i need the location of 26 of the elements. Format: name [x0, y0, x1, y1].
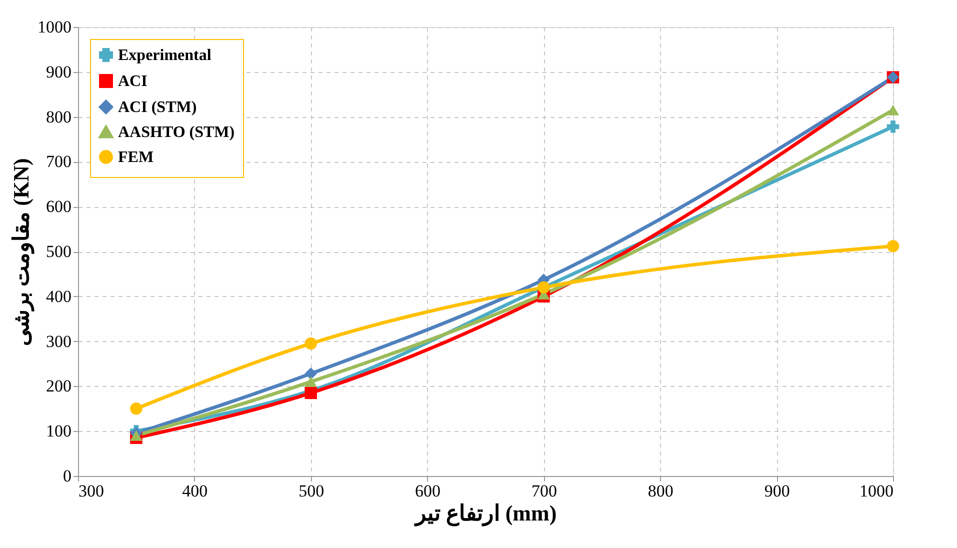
x-tick-label: 400 — [182, 482, 208, 500]
y-tick-label: 0 — [63, 466, 72, 486]
y-tick-label: 400 — [46, 286, 72, 306]
x-tick-label: 700 — [531, 482, 557, 500]
y-tick-label: 600 — [46, 197, 72, 216]
y-tick-label: 100 — [46, 422, 72, 441]
legend-label: Experimental — [118, 47, 212, 64]
y-tick-label: 200 — [46, 376, 72, 396]
x-tick-label: 900 — [764, 482, 790, 500]
x-tick-label: 300 — [78, 482, 104, 500]
x-tick-label: 1000 — [860, 482, 894, 500]
y-tick-label: 900 — [46, 62, 72, 82]
x-axis-title: ارتفاع تیر (mm) — [413, 500, 557, 526]
y-axis-title: مقاومت برشی (KN) — [8, 158, 34, 346]
y-tick-label: 700 — [46, 152, 72, 172]
y-tick-label: 500 — [46, 242, 72, 261]
y-tick-label: 300 — [46, 332, 72, 351]
x-tick-label: 600 — [415, 482, 441, 500]
legend-label: FEM — [118, 149, 154, 166]
legend-label: ACI (STM) — [118, 99, 197, 116]
legend-label: AASHTO (STM) — [118, 124, 235, 141]
x-tick-label: 500 — [298, 482, 324, 500]
legend-label: ACI — [118, 73, 148, 90]
x-tick-label: 800 — [648, 482, 674, 500]
y-tick-label: 800 — [46, 107, 72, 126]
y-tick-label: 1000 — [38, 18, 72, 36]
